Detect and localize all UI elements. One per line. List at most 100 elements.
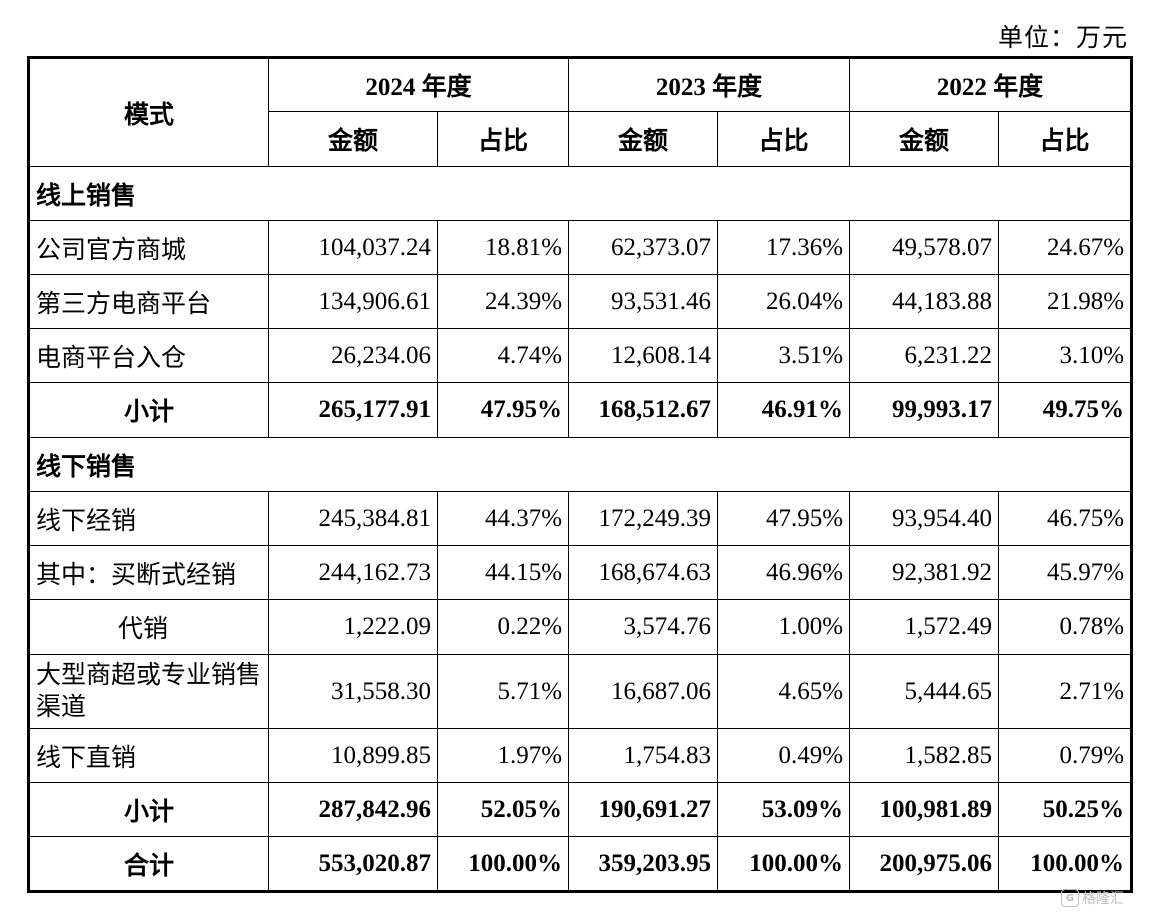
cell-value: 93,954.40 [849, 491, 1000, 546]
cell-value: 5,444.65 [849, 654, 1000, 729]
cell-value: 245,384.81 [268, 491, 438, 546]
cell-value: 1,572.49 [849, 599, 1000, 655]
cell-value: 49,578.07 [849, 220, 1000, 275]
cell-value: 172,249.39 [568, 491, 719, 546]
cell-value: 45.97% [998, 545, 1133, 600]
cell-value: 44.15% [436, 545, 570, 600]
cell-value: 104,037.24 [268, 220, 438, 275]
header-amount: 金额 [568, 111, 719, 167]
cell-value: 99,993.17 [849, 382, 1000, 438]
cell-value: 5.71% [436, 654, 570, 729]
header-row-years: 模式 2024 年度 2023 年度 2022 年度 [28, 57, 1133, 167]
cell-value: 100,981.89 [849, 782, 1000, 837]
cell-value: 0.79% [998, 728, 1133, 783]
section-title-online: 线上销售 [27, 166, 1133, 221]
cell-value: 265,177.91 [268, 382, 438, 438]
cell-value: 24.39% [436, 274, 570, 329]
subtotal-row-offline: 小计 287,842.96 52.05% 190,691.27 53.09% 1… [28, 782, 1133, 837]
section-row-offline: 线下销售 [27, 437, 1133, 492]
cell-value: 359,203.95 [568, 836, 719, 892]
cell-value: 44,183.88 [849, 274, 1000, 329]
cell-value: 10,899.85 [268, 728, 438, 783]
cell-value: 6,231.22 [849, 328, 1000, 383]
header-year-2023: 2023 年度 [568, 57, 851, 112]
cell-value: 100.00% [717, 836, 851, 892]
header-ratio: 占比 [436, 111, 570, 167]
cell-value: 100.00% [998, 836, 1133, 892]
cell-value: 0.22% [436, 599, 570, 655]
cell-value: 168,512.67 [568, 382, 719, 438]
cell-value: 62,373.07 [568, 220, 719, 275]
cell-value: 17.36% [717, 220, 851, 275]
cell-value: 100.00% [436, 836, 570, 892]
row-label: 线下直销 [28, 728, 269, 783]
cell-value: 287,842.96 [268, 782, 438, 837]
cell-value: 2.71% [998, 654, 1133, 729]
cell-value: 52.05% [436, 782, 570, 837]
header-amount: 金额 [849, 111, 1000, 167]
cell-value: 16,687.06 [568, 654, 719, 729]
cell-value: 93,531.46 [568, 274, 719, 329]
cell-value: 4.65% [717, 654, 851, 729]
cell-value: 92,381.92 [849, 545, 1000, 600]
cell-value: 1,754.83 [568, 728, 719, 783]
watermark-logo-icon: G [1061, 889, 1079, 907]
row-label: 公司官方商城 [28, 220, 269, 275]
table-row: 其中：买断式经销 244,162.73 44.15% 168,674.63 46… [28, 545, 1133, 600]
cell-value: 26,234.06 [268, 328, 438, 383]
cell-value: 46.96% [717, 545, 851, 600]
subtotal-label: 小计 [28, 782, 269, 837]
cell-value: 21.98% [998, 274, 1133, 329]
table-row: 大型商超或专业销售渠道 31,558.30 5.71% 16,687.06 4.… [28, 654, 1133, 729]
header-amount: 金额 [268, 111, 438, 167]
cell-value: 134,906.61 [268, 274, 438, 329]
cell-value: 190,691.27 [568, 782, 719, 837]
table-row: 线下直销 10,899.85 1.97% 1,754.83 0.49% 1,58… [28, 728, 1133, 783]
table-row: 代销 1,222.09 0.22% 3,574.76 1.00% 1,572.4… [28, 599, 1133, 655]
subtotal-row-online: 小计 265,177.91 47.95% 168,512.67 46.91% 9… [28, 382, 1133, 438]
cell-value: 1,222.09 [268, 599, 438, 655]
cell-value: 24.67% [998, 220, 1133, 275]
row-label: 第三方电商平台 [28, 274, 269, 329]
cell-value: 3.51% [717, 328, 851, 383]
row-label: 线下经销 [28, 491, 269, 546]
cell-value: 1.97% [436, 728, 570, 783]
cell-value: 49.75% [998, 382, 1133, 438]
cell-value: 12,608.14 [568, 328, 719, 383]
table-row: 线下经销 245,384.81 44.37% 172,249.39 47.95%… [28, 491, 1133, 546]
cell-value: 4.74% [436, 328, 570, 383]
subtotal-label: 小计 [28, 382, 269, 438]
cell-value: 44.37% [436, 491, 570, 546]
row-label: 代销 [28, 599, 269, 655]
cell-value: 53.09% [717, 782, 851, 837]
section-title-offline: 线下销售 [27, 437, 1133, 492]
header-ratio: 占比 [998, 111, 1133, 167]
section-row-online: 线上销售 [27, 166, 1133, 221]
cell-value: 46.75% [998, 491, 1133, 546]
cell-value: 1.00% [717, 599, 851, 655]
header-mode: 模式 [28, 57, 269, 167]
total-label: 合计 [28, 836, 269, 892]
cell-value: 47.95% [436, 382, 570, 438]
cell-value: 168,674.63 [568, 545, 719, 600]
table-row: 公司官方商城 104,037.24 18.81% 62,373.07 17.36… [28, 220, 1133, 275]
row-label: 其中：买断式经销 [28, 545, 269, 600]
cell-value: 0.78% [998, 599, 1133, 655]
cell-value: 50.25% [998, 782, 1133, 837]
cell-value: 3.10% [998, 328, 1133, 383]
cell-value: 47.95% [717, 491, 851, 546]
cell-value: 244,162.73 [268, 545, 438, 600]
cell-value: 46.91% [717, 382, 851, 438]
cell-value: 18.81% [436, 220, 570, 275]
cell-value: 553,020.87 [268, 836, 438, 892]
watermark: G 格隆汇 [1061, 888, 1124, 908]
cell-value: 200,975.06 [849, 836, 1000, 892]
header-ratio: 占比 [717, 111, 851, 167]
header-year-2022: 2022 年度 [849, 57, 1133, 112]
sales-by-channel-table: 模式 2024 年度 2023 年度 2022 年度 金额 占比 金额 占比 金… [27, 56, 1134, 893]
cell-value: 1,582.85 [849, 728, 1000, 783]
cell-value: 31,558.30 [268, 654, 438, 729]
watermark-text: 格隆汇 [1082, 891, 1124, 907]
row-label: 大型商超或专业销售渠道 [28, 654, 269, 729]
header-year-2024: 2024 年度 [267, 57, 570, 112]
